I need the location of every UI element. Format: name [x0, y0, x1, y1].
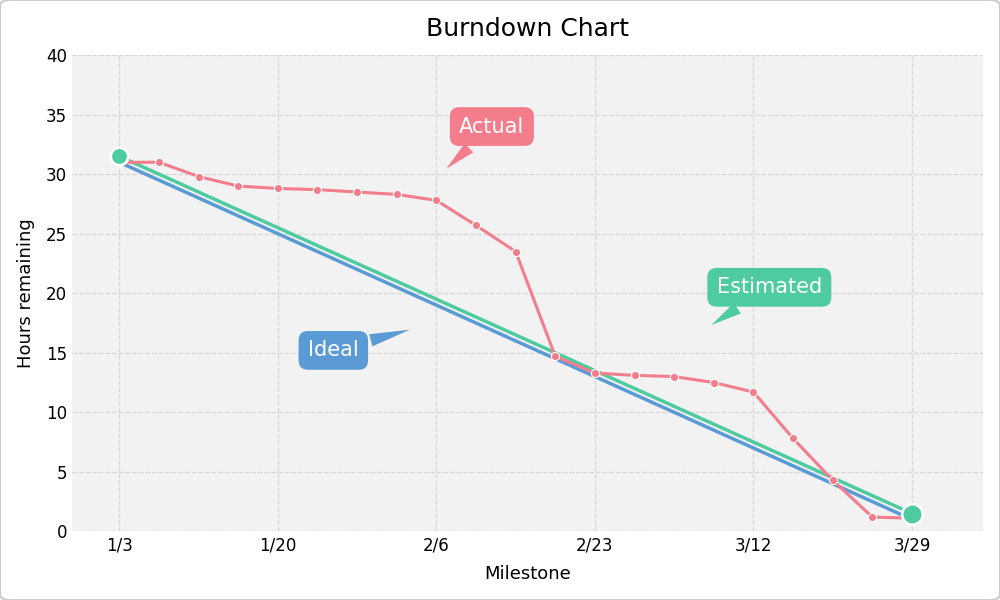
Point: [666, 372, 682, 382]
Point: [468, 221, 484, 230]
X-axis label: Milestone: Milestone: [484, 565, 571, 583]
Y-axis label: Hours remaining: Hours remaining: [17, 218, 35, 368]
Text: Actual: Actual: [446, 116, 525, 169]
Point: [785, 434, 801, 443]
Point: [191, 172, 207, 181]
Point: [904, 514, 920, 523]
Point: [349, 187, 365, 197]
Point: [111, 152, 127, 161]
Point: [587, 368, 603, 378]
Point: [111, 157, 127, 167]
Title: Burndown Chart: Burndown Chart: [426, 17, 629, 41]
Point: [428, 196, 444, 205]
Point: [745, 387, 761, 397]
Point: [309, 185, 325, 194]
Point: [904, 509, 920, 518]
Point: [706, 378, 722, 388]
Point: [389, 190, 405, 199]
Point: [151, 157, 167, 167]
Text: Estimated: Estimated: [711, 277, 822, 325]
Text: Ideal: Ideal: [308, 329, 410, 361]
Point: [627, 371, 643, 380]
Point: [825, 475, 841, 485]
Point: [864, 512, 880, 522]
Point: [508, 247, 524, 256]
Point: [270, 184, 286, 193]
Point: [547, 352, 563, 361]
Point: [230, 181, 246, 191]
